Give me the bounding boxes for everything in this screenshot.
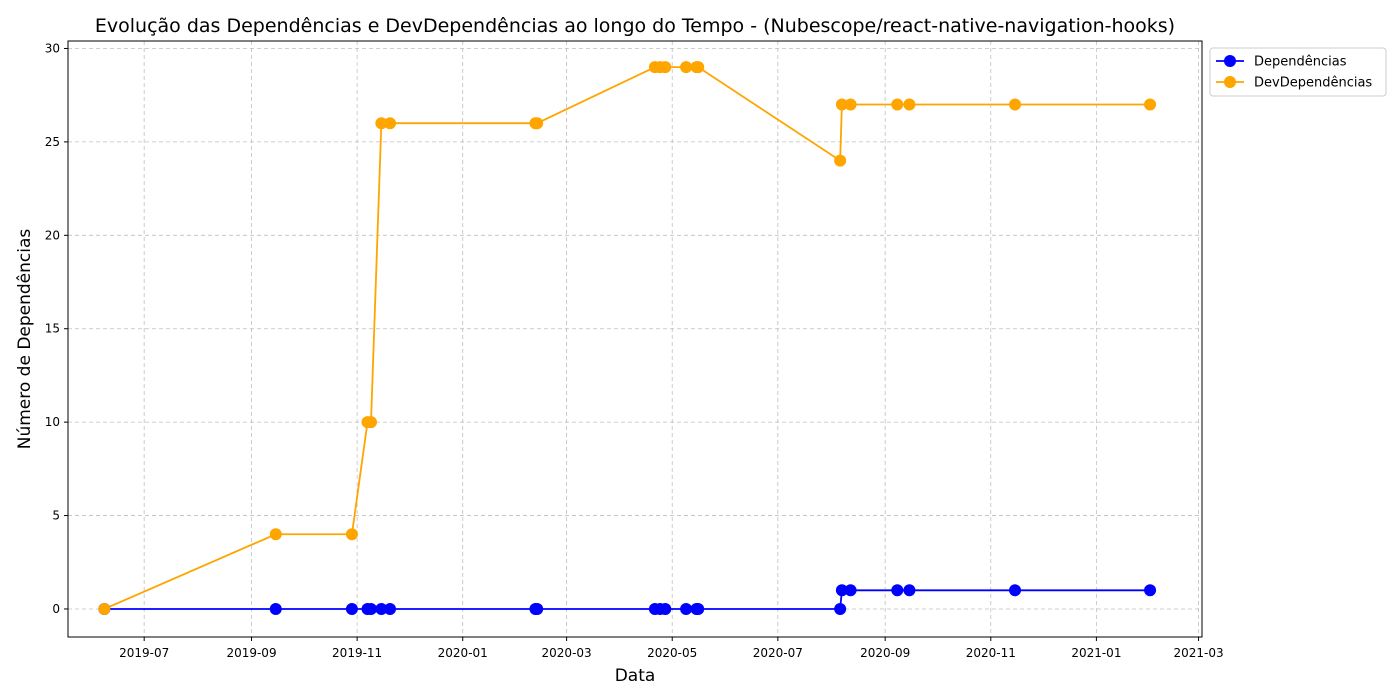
series-1-point: [384, 602, 397, 615]
legend-marker-1: [1224, 55, 1236, 67]
x-tick-label: 2020-07: [753, 646, 803, 660]
y-tick-label: 20: [45, 228, 60, 242]
x-tick-label: 2020-09: [860, 646, 910, 660]
legend-marker-2: [1224, 76, 1236, 88]
y-tick-label: 0: [52, 602, 60, 616]
series-1-point: [891, 584, 904, 597]
series-1-point: [680, 602, 693, 615]
series-2-point: [345, 528, 358, 541]
series-2-point: [903, 98, 916, 111]
x-axis-ticks: 2019-07 2019-09 2019-11 2020-01 2020-03 2020-…: [119, 637, 1224, 660]
x-tick-label: 2019-11: [332, 646, 382, 660]
x-tick-label: 2020-01: [438, 646, 488, 660]
x-tick-label: 2021-01: [1071, 646, 1121, 660]
legend-label-2: DevDependências: [1254, 76, 1372, 91]
series-2-point: [1144, 98, 1157, 111]
grid: [68, 41, 1202, 637]
series-1-point: [692, 602, 705, 615]
x-tick-label: 2020-11: [966, 646, 1016, 660]
x-axis-label: Data: [615, 666, 656, 686]
series-1-point: [659, 602, 672, 615]
x-tick-label: 2019-09: [226, 646, 276, 660]
series-2-point: [384, 117, 397, 130]
series-lines: [104, 66, 1151, 610]
series-line-1: [104, 589, 1151, 610]
series-1-point: [375, 602, 388, 615]
y-tick-label: 25: [45, 135, 60, 149]
series-2-point: [834, 154, 847, 167]
plot-area-frame: [67, 40, 1203, 638]
series-2-point: [364, 416, 377, 429]
legend-label-1: Dependências: [1254, 55, 1347, 70]
series-2-point: [531, 117, 544, 130]
series-1-point: [364, 602, 377, 615]
legend: Dependências DevDependências: [1209, 47, 1387, 97]
series-2-point: [659, 61, 672, 74]
y-tick-label: 15: [45, 322, 60, 336]
series-2-point: [269, 528, 282, 541]
x-tick-label: 2021-03: [1173, 646, 1223, 660]
y-tick-label: 30: [45, 41, 60, 55]
series-2-point: [1009, 98, 1022, 111]
series-1-point: [345, 602, 358, 615]
series-1-point: [835, 584, 848, 597]
series-2-point: [98, 602, 111, 615]
chart-title: Evolução das Dependências e DevDependênc…: [95, 15, 1175, 37]
series-1-point: [269, 602, 282, 615]
series-markers: [98, 61, 1157, 615]
x-tick-label: 2019-07: [119, 646, 169, 660]
series-2-point: [844, 98, 857, 111]
series-2-point: [835, 98, 848, 111]
series-1-point: [834, 602, 847, 615]
x-tick-label: 2020-05: [647, 646, 697, 660]
series-1-point: [1009, 584, 1022, 597]
legend-box: [1209, 47, 1387, 97]
y-tick-label: 10: [45, 415, 60, 429]
series-2-point: [891, 98, 904, 111]
y-tick-label: 5: [52, 509, 60, 523]
series-1-point: [1144, 584, 1157, 597]
series-2-point: [692, 61, 705, 74]
series-line-2: [104, 66, 1151, 610]
series-1-point: [903, 584, 916, 597]
y-axis-ticks: 0 5 10 15 20 25 30: [45, 41, 68, 616]
y-axis-label: Número de Dependências: [15, 229, 35, 450]
series-1-point: [531, 602, 544, 615]
series-2-point: [680, 61, 693, 74]
series-1-point: [844, 584, 857, 597]
x-tick-label: 2020-03: [542, 646, 592, 660]
series-2-point: [375, 117, 388, 130]
